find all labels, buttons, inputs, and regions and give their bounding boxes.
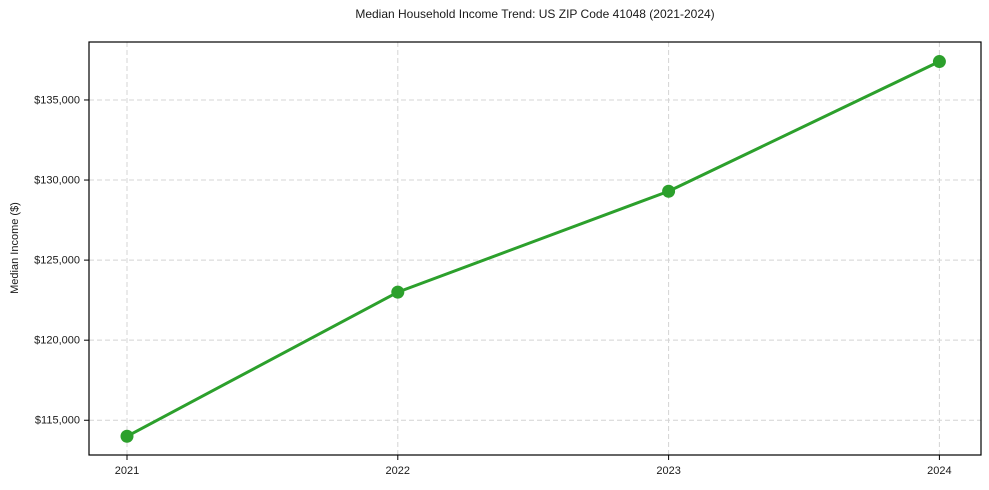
x-tick-label: 2024 xyxy=(927,465,951,477)
data-point-2022 xyxy=(391,285,405,299)
plot-background xyxy=(89,42,981,455)
data-point-2024 xyxy=(932,55,946,69)
y-tick-label: $120,000 xyxy=(34,335,80,347)
y-tick-label: $125,000 xyxy=(34,255,80,267)
data-point-2021 xyxy=(120,429,134,443)
x-tick-label: 2022 xyxy=(386,465,410,477)
data-point-2023 xyxy=(662,184,676,198)
y-tick-label: $115,000 xyxy=(35,415,80,427)
income-trend-line xyxy=(125,60,941,438)
y-tick-label: $130,000 xyxy=(34,175,80,187)
plot-frame xyxy=(88,41,982,456)
x-tick-label: 2023 xyxy=(656,465,680,477)
x-tick-label: 2021 xyxy=(115,465,139,477)
chart-title: Median Household Income Trend: US ZIP Co… xyxy=(355,7,715,21)
y-tick-label: $135,000 xyxy=(34,94,80,106)
